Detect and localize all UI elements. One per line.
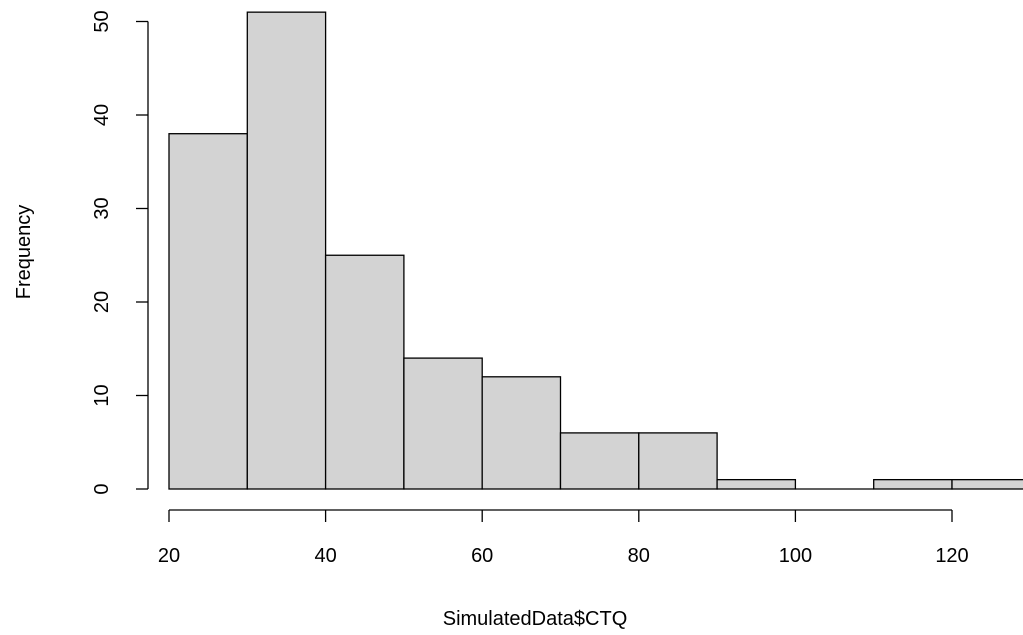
histogram-bar-7 — [716, 478, 797, 490]
histogram-bar-6 — [638, 432, 718, 490]
x-axis: 20 40 60 80 100 120 — [158, 509, 969, 567]
histogram-bar-10 — [951, 478, 1023, 490]
histogram-bar-5 — [559, 432, 640, 490]
y-axis: 0 10 20 30 40 50 — [91, 10, 149, 495]
y-tick-label: 30 — [91, 197, 113, 219]
histogram-bars — [168, 11, 1023, 490]
y-tick-label: 50 — [91, 10, 113, 32]
histogram-bar-3 — [403, 357, 483, 490]
x-tick-label: 120 — [935, 545, 968, 567]
y-tick-label: 10 — [91, 384, 113, 406]
histogram-bar-9 — [873, 478, 953, 490]
x-tick-label: 40 — [314, 545, 336, 567]
x-tick-label: 100 — [779, 545, 812, 567]
histogram-bar-0 — [168, 133, 248, 490]
histogram-bar-1 — [246, 11, 327, 490]
histogram-bar-2 — [324, 254, 405, 490]
y-tick-label: 40 — [91, 104, 113, 126]
x-tick-label: 20 — [158, 545, 180, 567]
x-tick-label: 60 — [471, 545, 493, 567]
y-tick-label: 0 — [91, 483, 113, 494]
x-axis-label: SimulatedData$CTQ — [443, 608, 628, 630]
histogram-bar-4 — [481, 376, 562, 490]
y-tick-label: 20 — [91, 291, 113, 313]
x-tick-label: 80 — [628, 545, 650, 567]
y-axis-label: Frequency — [13, 205, 35, 300]
